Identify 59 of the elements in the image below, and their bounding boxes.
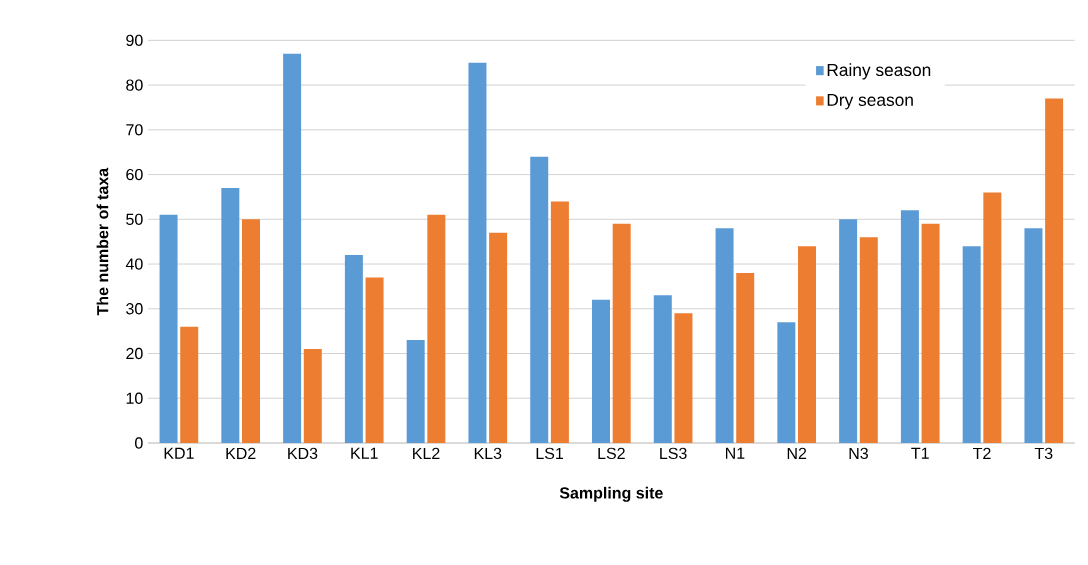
y-tick-label: 60 xyxy=(126,168,143,181)
bar xyxy=(180,326,199,443)
bar xyxy=(1024,228,1043,443)
y-tick-label: 40 xyxy=(125,258,143,270)
x-tick-label: N3 xyxy=(849,447,868,460)
x-tick-label: KL3 xyxy=(474,447,502,460)
x-tick-label: N1 xyxy=(725,447,745,459)
y-tick-label: 90 xyxy=(126,34,143,46)
bar xyxy=(489,232,508,443)
x-tick-label: KD2 xyxy=(226,447,256,459)
bar xyxy=(839,219,858,443)
bar xyxy=(344,255,363,443)
y-tick-label: 10 xyxy=(126,392,143,404)
x-tick-label: KL2 xyxy=(413,447,440,459)
bar xyxy=(592,299,611,443)
legend-label: Rainy season xyxy=(827,63,931,80)
bar xyxy=(159,214,178,443)
bar xyxy=(777,322,796,443)
x-axis-title: Sampling site xyxy=(559,486,663,502)
bar xyxy=(530,156,549,443)
y-tick-label: 0 xyxy=(135,437,143,449)
y-tick-label: 30 xyxy=(126,303,143,315)
x-tick-label: KD1 xyxy=(164,447,194,459)
bar xyxy=(468,62,487,443)
x-tick-label: N2 xyxy=(787,447,807,459)
x-tick-label: T2 xyxy=(973,447,991,459)
bar xyxy=(900,210,919,443)
bar xyxy=(674,313,693,443)
bar xyxy=(962,246,981,443)
bar xyxy=(612,223,631,443)
y-tick-label: 20 xyxy=(126,347,143,360)
x-tick-label: KD3 xyxy=(288,447,318,460)
x-tick-label: LS3 xyxy=(660,447,687,460)
bar xyxy=(365,277,384,443)
bar xyxy=(736,272,755,443)
bar xyxy=(303,349,322,443)
bar xyxy=(798,246,817,443)
x-tick-label: KL1 xyxy=(351,447,378,459)
y-tick-label: 80 xyxy=(126,79,143,91)
bar xyxy=(921,223,940,443)
bar xyxy=(983,192,1002,443)
x-tick-label: T1 xyxy=(911,447,929,459)
bar xyxy=(221,187,240,443)
legend-label: Dry season xyxy=(827,93,913,110)
bar xyxy=(550,201,569,443)
y-tick-label: 70 xyxy=(126,124,143,136)
y-tick-label: 50 xyxy=(126,213,143,225)
y-axis-title: The number of taxa xyxy=(96,167,109,316)
bar xyxy=(406,340,425,443)
x-tick-label: T3 xyxy=(1034,447,1053,460)
bar xyxy=(242,219,261,443)
x-tick-label: LS1 xyxy=(536,447,564,460)
x-tick-label: LS2 xyxy=(598,447,625,460)
bar xyxy=(283,53,302,443)
bar xyxy=(1045,98,1064,443)
bar xyxy=(859,237,878,443)
bar xyxy=(427,214,446,443)
bar xyxy=(715,228,734,443)
bar xyxy=(653,295,672,443)
